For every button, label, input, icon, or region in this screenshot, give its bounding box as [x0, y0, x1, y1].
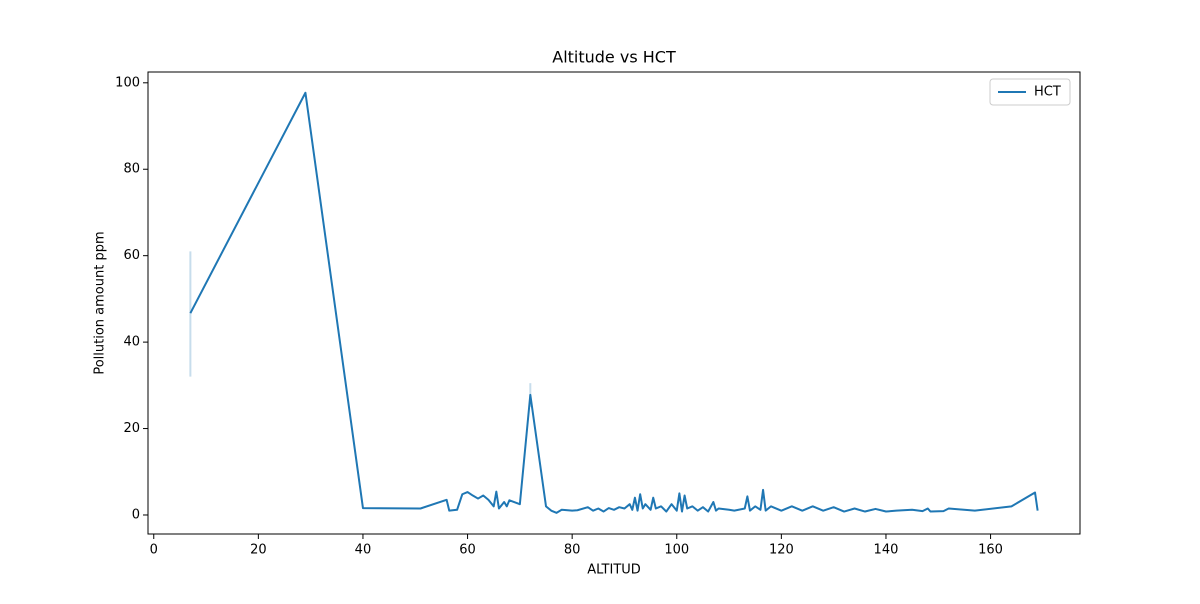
legend-box [989, 78, 1071, 106]
x-tick-label: 60 [459, 543, 476, 558]
legend-label: HCT [1034, 85, 1061, 100]
x-tick-label: 0 [150, 543, 158, 558]
y-tick-label: 80 [123, 162, 140, 177]
y-axis-label: Pollution amount ppm [93, 231, 108, 374]
x-tick-label: 80 [564, 543, 581, 558]
x-tick-label: 40 [355, 543, 372, 558]
y-tick-label: 60 [123, 248, 140, 263]
chart-title: Altitude vs HCT [552, 48, 676, 67]
y-tick-label: 0 [132, 507, 140, 522]
y-tick-label: 100 [115, 75, 140, 90]
x-tick-label: 140 [874, 543, 899, 558]
x-tick-label: 160 [978, 543, 1003, 558]
y-tick-label: 20 [123, 421, 140, 436]
x-axis-label: ALTITUD [587, 563, 641, 578]
x-tick-label: 100 [664, 543, 689, 558]
data-line [189, 91, 1039, 514]
plot-frame [147, 71, 1081, 535]
x-tick-label: 120 [769, 543, 794, 558]
x-tick-label: 20 [250, 543, 267, 558]
y-tick-label: 40 [123, 335, 140, 350]
